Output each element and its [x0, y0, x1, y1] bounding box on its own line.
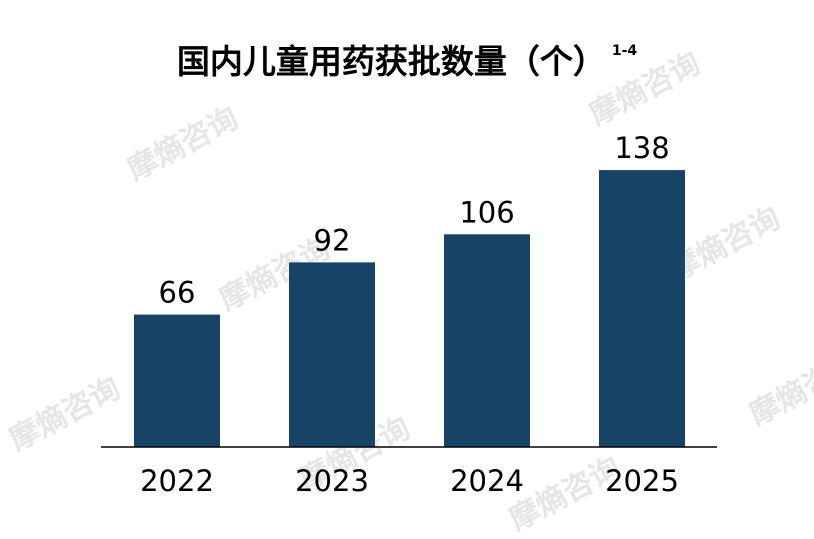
chart-title: 国内儿童用药获批数量（个）: [176, 42, 606, 81]
chart-title-superscript: 1-4: [611, 43, 638, 59]
bar-2022: [134, 314, 220, 447]
data-label-2022: 66: [159, 276, 196, 310]
data-label-2025: 138: [614, 131, 669, 165]
chart-title-block: 国内儿童用药获批数量（个） 1-4: [0, 44, 814, 78]
x-tick-label-2022: 2022: [140, 464, 214, 498]
data-label-2023: 92: [314, 223, 351, 257]
bar-2024: [444, 234, 530, 447]
x-tick-label-2023: 2023: [295, 464, 369, 498]
bar-2023: [289, 262, 375, 447]
x-tick-label-2025: 2025: [605, 464, 679, 498]
bar-2025: [599, 170, 685, 447]
x-tick-label-2024: 2024: [450, 464, 524, 498]
data-label-2024: 106: [459, 195, 514, 229]
